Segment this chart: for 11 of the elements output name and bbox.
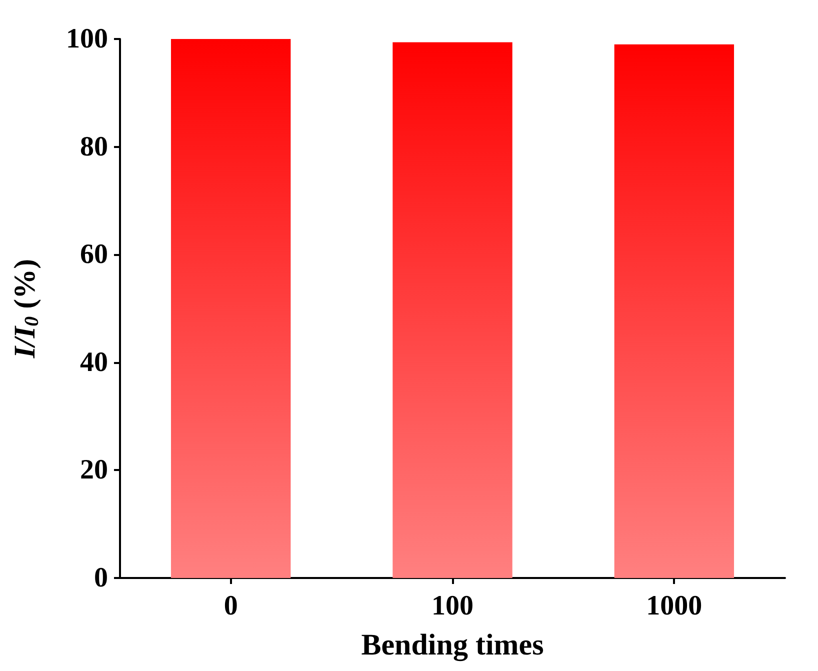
y-tick-label: 40 [80, 346, 108, 378]
y-tick-label: 60 [80, 239, 108, 270]
y-tick-label: 80 [80, 131, 108, 162]
y-tick-label: 100 [66, 24, 108, 54]
x-axis-title: Bending times [361, 628, 544, 662]
y-tick-label: 0 [94, 562, 108, 594]
x-tick-label: 0 [224, 590, 238, 622]
x-tick-label: 100 [432, 590, 474, 622]
y-tick-label: 20 [80, 454, 108, 486]
y-axis-title: I/I0 (%) [8, 258, 43, 360]
x-tick-label: 1000 [646, 590, 702, 622]
